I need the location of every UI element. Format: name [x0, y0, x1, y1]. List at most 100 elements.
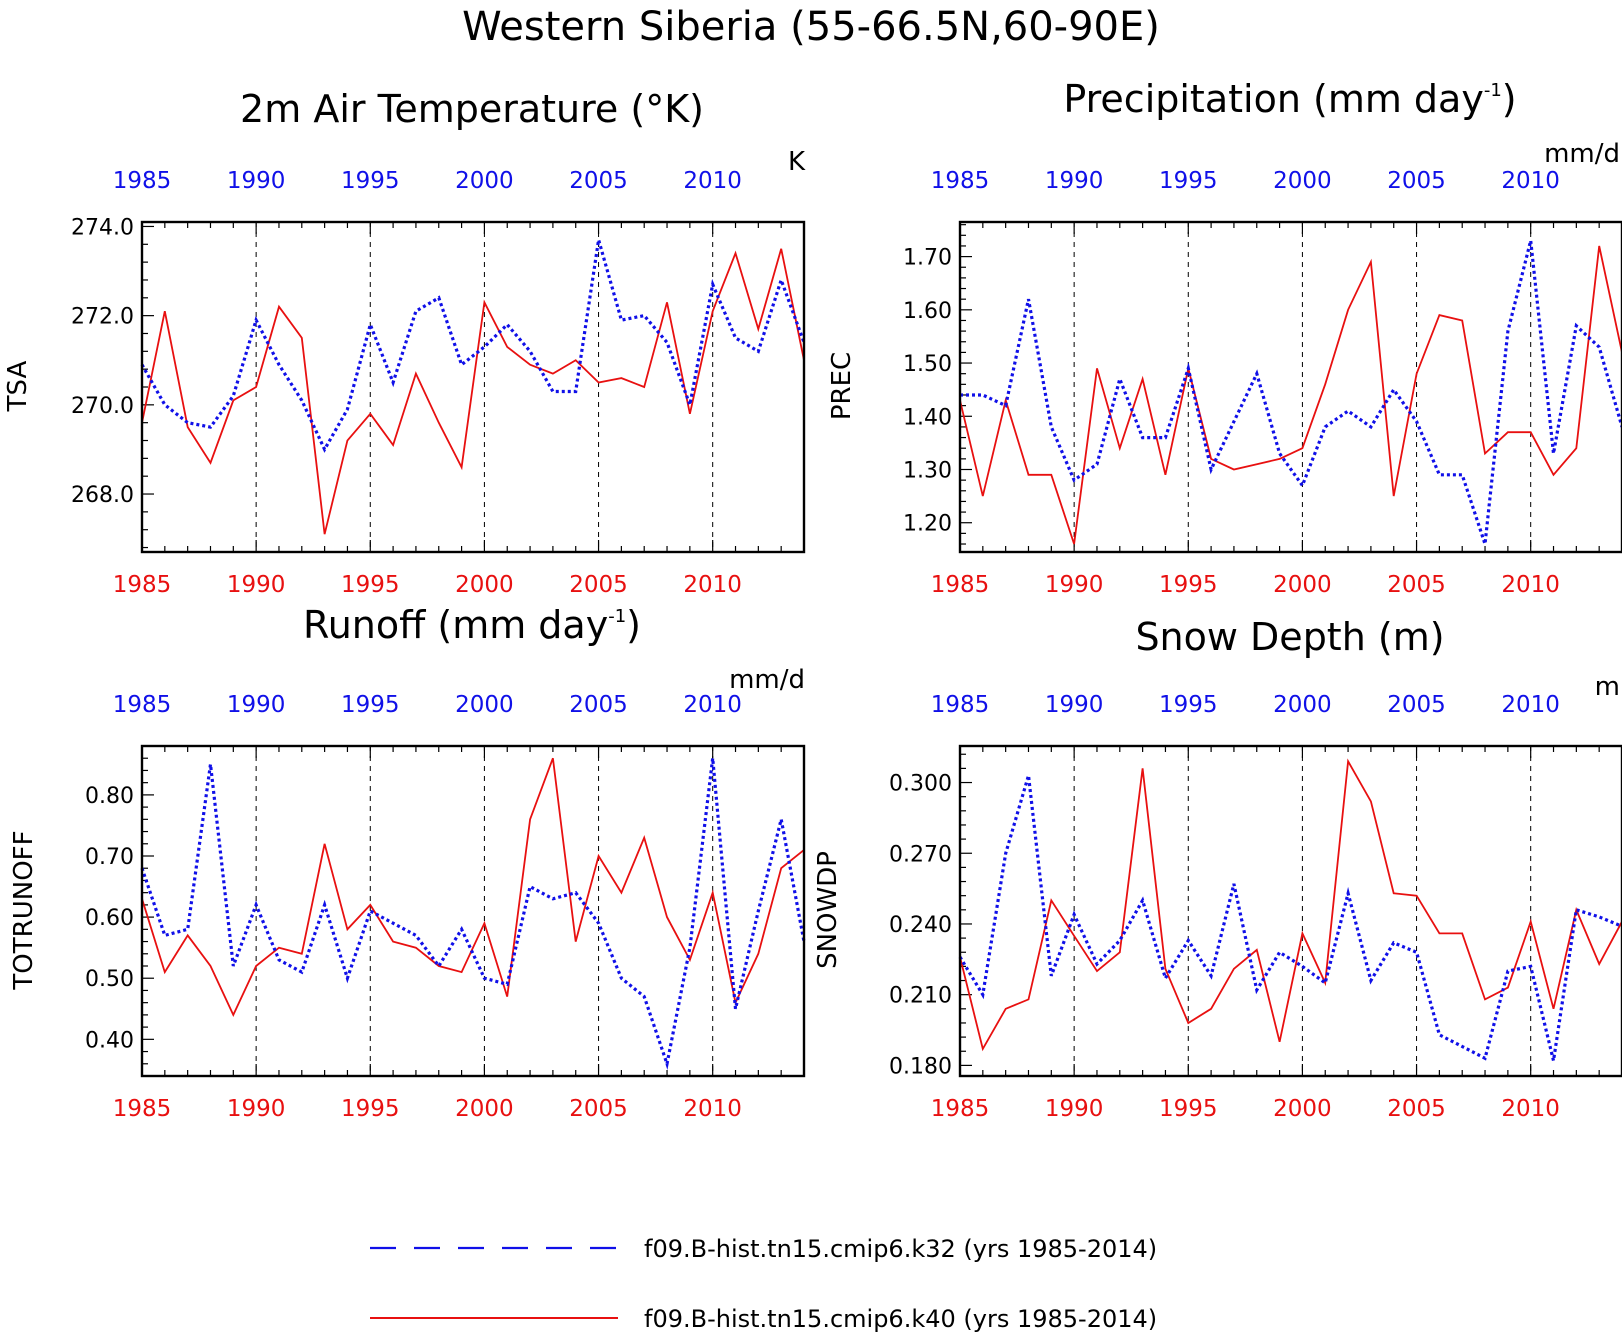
x-tick-label-bottom-totrunoff: 2010 — [683, 1096, 742, 1122]
x-tick-label-top-tsa: 1990 — [227, 168, 286, 194]
y-tick-label-totrunoff: 0.40 — [85, 1028, 134, 1053]
panel-tsa: 2m Air Temperature (°K) K TSA 268.0 270.0… — [3, 87, 806, 598]
x-tick-label-top-snowdp: 1985 — [931, 692, 990, 718]
y-tick-label-prec: 1.70 — [903, 246, 952, 271]
x-tick-label-top-prec: 1990 — [1045, 168, 1104, 194]
series-line-k32-snowdp — [958, 775, 1622, 1062]
x-tick-label-top-totrunoff: 2005 — [569, 692, 628, 718]
x-tick-label-bottom-totrunoff: 1985 — [113, 1096, 172, 1122]
x-tick-label-bottom-tsa: 1990 — [227, 572, 286, 598]
panel-title-prec: Precipitation (mm day-1) — [1063, 77, 1516, 121]
x-tick-label-bottom-prec: 2000 — [1273, 572, 1332, 598]
y-tick-label-prec: 1.40 — [903, 405, 952, 430]
panel-title-snowdp: Snow Depth (m) — [1135, 615, 1444, 659]
x-tick-label-bottom-tsa: 1995 — [341, 572, 400, 598]
x-tick-label-bottom-totrunoff: 1990 — [227, 1096, 286, 1122]
y-tick-label-totrunoff: 0.70 — [85, 845, 134, 870]
x-tick-label-top-tsa: 2010 — [683, 168, 742, 194]
x-tick-label-top-totrunoff: 1990 — [227, 692, 286, 718]
x-tick-label-bottom-snowdp: 2010 — [1501, 1096, 1560, 1122]
x-tick-label-bottom-snowdp: 1990 — [1045, 1096, 1104, 1122]
panel-totrunoff: Runoff (mm day-1) mm/d TOTRUNOFF 0.40 0.5… — [9, 603, 806, 1122]
plot-area-tsa: 268.0 270.0 272.0 274.0 1985 1985 1990 1990 1995… — [71, 168, 806, 598]
plot-frame-totrunoff — [140, 744, 806, 1078]
ylabel-snowdp: SNOWDP — [813, 851, 843, 969]
legend: f09.B-hist.tn15.cmip6.k32 (yrs 1985-2014… — [370, 1235, 1157, 1333]
panel-prec: Precipitation (mm day-1) mm/d PREC 1.20 1… — [827, 77, 1622, 598]
series-line-k40-tsa — [141, 248, 805, 535]
y-tick-label-snowdp: 0.300 — [889, 772, 952, 797]
x-tick-label-top-totrunoff: 2010 — [683, 692, 742, 718]
panel-title-totrunoff: Runoff (mm day-1) — [303, 603, 641, 647]
x-tick-label-top-totrunoff: 2000 — [455, 692, 514, 718]
units-label-tsa: K — [788, 147, 806, 177]
y-tick-label-snowdp: 0.270 — [889, 842, 952, 867]
panel-snowdp: Snow Depth (m) m SNOWDP 0.1800.2100.2400… — [813, 615, 1622, 1122]
x-tick-label-bottom-tsa: 2000 — [455, 572, 514, 598]
y-tick-label-tsa: 268.0 — [71, 483, 134, 508]
x-tick-label-top-tsa: 2000 — [455, 168, 514, 194]
x-tick-label-bottom-snowdp: 2000 — [1273, 1096, 1332, 1122]
x-tick-label-top-snowdp: 2010 — [1501, 692, 1560, 718]
x-tick-label-top-prec: 2005 — [1387, 168, 1446, 194]
x-tick-label-top-tsa: 2005 — [569, 168, 628, 194]
x-tick-label-bottom-prec: 2010 — [1501, 572, 1560, 598]
plot-frame-snowdp — [958, 744, 1622, 1078]
units-label-totrunoff: mm/d — [729, 665, 805, 695]
units-label-snowdp: m — [1595, 672, 1620, 702]
x-tick-label-top-prec: 2000 — [1273, 168, 1332, 194]
x-tick-label-bottom-prec: 1990 — [1045, 572, 1104, 598]
ylabel-tsa: TSA — [3, 360, 33, 412]
x-tick-label-bottom-prec: 1985 — [931, 572, 990, 598]
y-tick-label-prec: 1.30 — [903, 459, 952, 484]
series-line-k40-prec — [959, 245, 1622, 545]
series-line-k32-tsa — [140, 239, 806, 453]
x-tick-label-top-prec: 2010 — [1501, 168, 1560, 194]
x-tick-label-top-snowdp: 2005 — [1387, 692, 1446, 718]
x-tick-label-top-snowdp: 2000 — [1273, 692, 1332, 718]
x-tick-label-top-snowdp: 1990 — [1045, 692, 1104, 718]
y-tick-label-totrunoff: 0.80 — [85, 784, 134, 809]
x-tick-label-top-snowdp: 1995 — [1159, 692, 1218, 718]
y-tick-label-totrunoff: 0.60 — [85, 906, 134, 931]
y-tick-label-prec: 1.20 — [903, 512, 952, 537]
plot-area-prec: 1.20 1.30 1.40 1.50 1.60 1.70 1985 1985 1990 1990… — [903, 168, 1622, 598]
y-tick-label-snowdp: 0.180 — [889, 1054, 952, 1079]
y-tick-label-tsa: 272.0 — [71, 305, 134, 330]
y-tick-label-snowdp: 0.210 — [889, 984, 952, 1009]
x-tick-label-bottom-totrunoff: 1995 — [341, 1096, 400, 1122]
x-tick-label-top-totrunoff: 1995 — [341, 692, 400, 718]
ylabel-totrunoff: TOTRUNOFF — [9, 830, 39, 990]
ylabel-prec: PREC — [827, 352, 857, 420]
x-tick-label-bottom-snowdp: 1985 — [931, 1096, 990, 1122]
x-tick-label-top-tsa: 1985 — [113, 168, 172, 194]
x-tick-label-bottom-tsa: 1985 — [113, 572, 172, 598]
x-tick-label-bottom-tsa: 2010 — [683, 572, 742, 598]
x-tick-label-bottom-totrunoff: 2000 — [455, 1096, 514, 1122]
x-tick-label-top-tsa: 1995 — [341, 168, 400, 194]
x-tick-label-bottom-totrunoff: 2005 — [569, 1096, 628, 1122]
series-line-k32-totrunoff — [140, 758, 806, 1070]
legend-label-k32: f09.B-hist.tn15.cmip6.k32 (yrs 1985-2014… — [644, 1235, 1157, 1263]
figure-title: Western Siberia (55-66.5N,60-90E) — [462, 4, 1160, 50]
x-tick-label-bottom-prec: 2005 — [1387, 572, 1446, 598]
panel-title-tsa: 2m Air Temperature (°K) — [240, 87, 704, 131]
y-tick-label-totrunoff: 0.50 — [85, 967, 134, 992]
series-line-k40-totrunoff — [141, 757, 805, 1018]
x-tick-label-top-totrunoff: 1985 — [113, 692, 172, 718]
y-tick-label-tsa: 270.0 — [71, 394, 134, 419]
plot-frame-prec — [958, 220, 1622, 554]
series-line-k32-prec — [960, 240, 1622, 545]
y-tick-label-snowdp: 0.240 — [889, 913, 952, 938]
legend-label-k40: f09.B-hist.tn15.cmip6.k40 (yrs 1985-2014… — [644, 1305, 1157, 1333]
y-tick-label-prec: 1.50 — [903, 352, 952, 377]
y-tick-label-tsa: 274.0 — [71, 215, 134, 240]
x-tick-label-bottom-prec: 1995 — [1159, 572, 1218, 598]
x-tick-label-bottom-snowdp: 1995 — [1159, 1096, 1218, 1122]
plot-area-snowdp: 0.180 0.210 0.240 0.270 0.300 1985 1985 1990 199… — [889, 692, 1622, 1122]
x-tick-label-top-prec: 1995 — [1159, 168, 1218, 194]
units-label-prec: mm/d — [1544, 139, 1620, 169]
x-tick-label-top-prec: 1985 — [931, 168, 990, 194]
plot-area-totrunoff: 0.40 0.50 0.60 0.70 0.80 1985 1985 1990 1990 1995… — [85, 692, 806, 1122]
